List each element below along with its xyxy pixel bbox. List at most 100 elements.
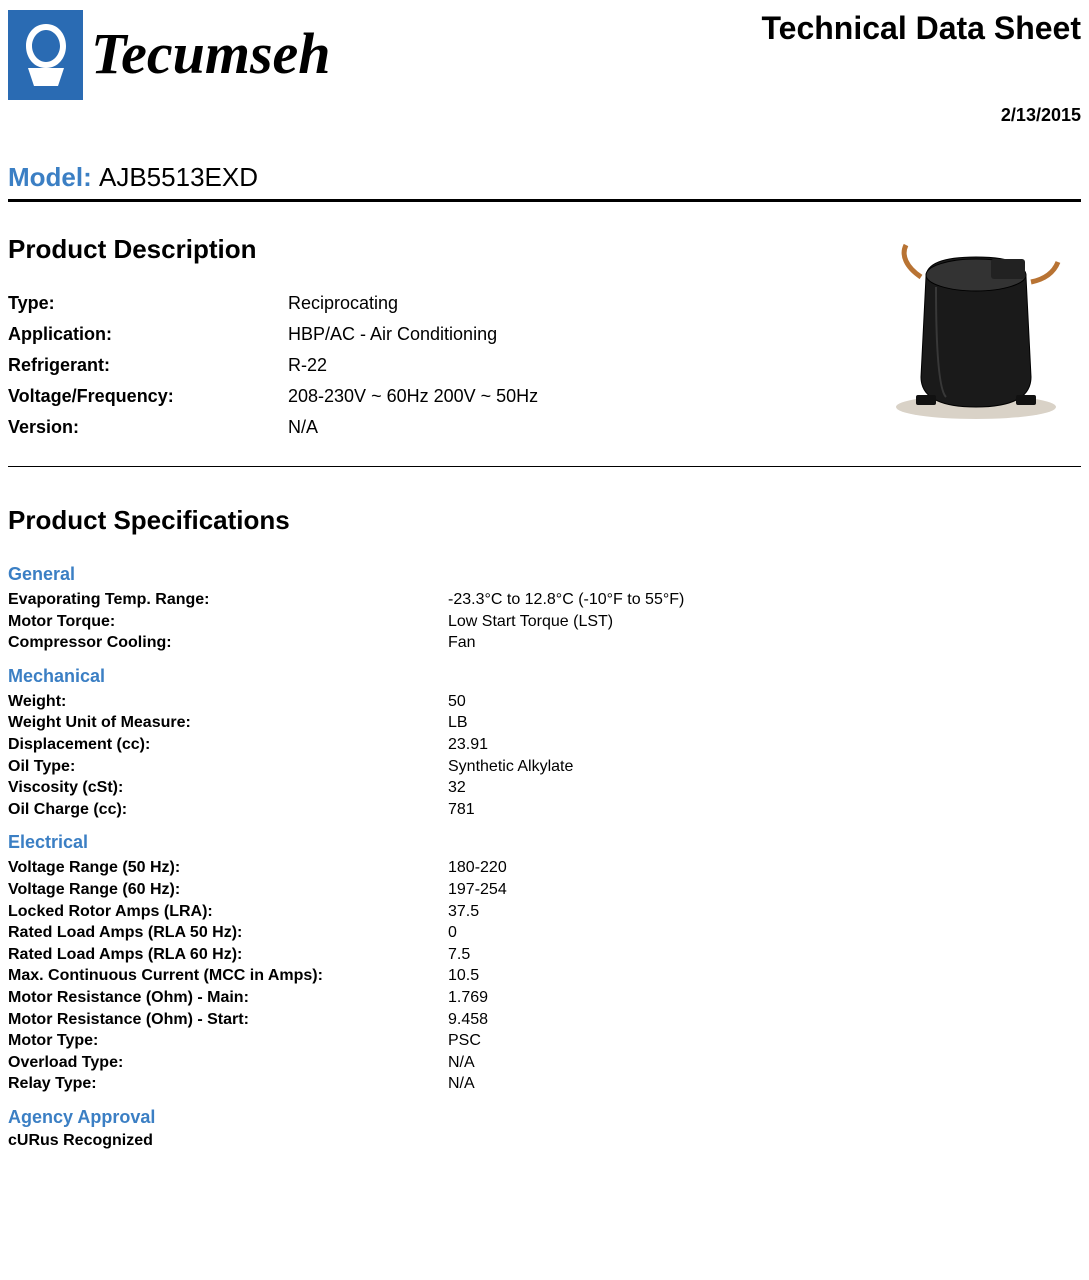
agency-approval-line: cURus Recognized <box>8 1132 1081 1150</box>
spec-row: Weight Unit of Measure:LB <box>8 712 1081 734</box>
description-label: Refrigerant: <box>8 355 288 376</box>
spec-label: Voltage Range (50 Hz): <box>8 857 448 879</box>
spec-row: Locked Rotor Amps (LRA):37.5 <box>8 901 1081 923</box>
spec-section-heading: Electrical <box>8 832 1081 853</box>
sheet-date: 2/13/2015 <box>761 105 1081 126</box>
sheet-title: Technical Data Sheet <box>761 10 1081 47</box>
spec-row: Evaporating Temp. Range:-23.3°C to 12.8°… <box>8 589 1081 611</box>
product-specifications-section: Product Specifications General Evaporatin… <box>8 505 1081 1150</box>
spec-label: Rated Load Amps (RLA 60 Hz): <box>8 944 448 966</box>
spec-row: Overload Type:N/A <box>8 1052 1081 1074</box>
spec-label: Motor Resistance (Ohm) - Main: <box>8 987 448 1009</box>
spec-label: Viscosity (cSt): <box>8 777 448 799</box>
spec-value: 197-254 <box>448 879 507 901</box>
description-row: Voltage/Frequency:208-230V ~ 60Hz 200V ~… <box>8 386 538 407</box>
description-label: Type: <box>8 293 288 314</box>
product-description-section: Product Description Type:ReciprocatingAp… <box>8 234 1081 448</box>
spec-value: 10.5 <box>448 965 479 987</box>
spec-value: Synthetic Alkylate <box>448 756 573 778</box>
product-image <box>871 234 1081 429</box>
product-description-left: Product Description Type:ReciprocatingAp… <box>8 234 538 448</box>
spec-row: Motor Resistance (Ohm) - Start:9.458 <box>8 1009 1081 1031</box>
product-specifications-heading: Product Specifications <box>8 505 1081 536</box>
description-row: Version:N/A <box>8 417 538 438</box>
spec-row: Max. Continuous Current (MCC in Amps):10… <box>8 965 1081 987</box>
header-right: Technical Data Sheet 2/13/2015 <box>761 10 1081 126</box>
spec-value: 9.458 <box>448 1009 488 1031</box>
description-value: HBP/AC - Air Conditioning <box>288 324 497 345</box>
spec-row: Voltage Range (60 Hz):197-254 <box>8 879 1081 901</box>
divider-thin <box>8 466 1081 467</box>
spec-row: Weight:50 <box>8 691 1081 713</box>
spec-row: Displacement (cc):23.91 <box>8 734 1081 756</box>
description-label: Voltage/Frequency: <box>8 386 288 407</box>
spec-value: Low Start Torque (LST) <box>448 611 613 633</box>
product-description-table: Type:ReciprocatingApplication:HBP/AC - A… <box>8 293 538 438</box>
header: Tecumseh Technical Data Sheet 2/13/2015 <box>8 10 1081 126</box>
spec-label: Weight: <box>8 691 448 713</box>
spec-row: Relay Type:N/A <box>8 1073 1081 1095</box>
spec-label: Displacement (cc): <box>8 734 448 756</box>
spec-row: Rated Load Amps (RLA 60 Hz):7.5 <box>8 944 1081 966</box>
spec-value: Fan <box>448 632 476 654</box>
spec-row: Oil Charge (cc):781 <box>8 799 1081 821</box>
spec-label: Overload Type: <box>8 1052 448 1074</box>
spec-row: Motor Type:PSC <box>8 1030 1081 1052</box>
brand-logo-icon <box>8 10 83 100</box>
spec-value: 180-220 <box>448 857 507 879</box>
product-description-heading: Product Description <box>8 234 538 265</box>
spec-row: Oil Type:Synthetic Alkylate <box>8 756 1081 778</box>
spec-row: Voltage Range (50 Hz):180-220 <box>8 857 1081 879</box>
spec-value: 0 <box>448 922 457 944</box>
description-row: Application:HBP/AC - Air Conditioning <box>8 324 538 345</box>
spec-label: Oil Type: <box>8 756 448 778</box>
spec-value: -23.3°C to 12.8°C (-10°F to 55°F) <box>448 589 684 611</box>
description-label: Application: <box>8 324 288 345</box>
spec-section-heading: General <box>8 564 1081 585</box>
spec-row: Rated Load Amps (RLA 50 Hz):0 <box>8 922 1081 944</box>
spec-row: Compressor Cooling:Fan <box>8 632 1081 654</box>
specifications-body: General Evaporating Temp. Range:-23.3°C t… <box>8 564 1081 1095</box>
description-row: Type:Reciprocating <box>8 293 538 314</box>
spec-row: Viscosity (cSt):32 <box>8 777 1081 799</box>
spec-value: PSC <box>448 1030 481 1052</box>
spec-label: Relay Type: <box>8 1073 448 1095</box>
spec-label: Motor Resistance (Ohm) - Start: <box>8 1009 448 1031</box>
description-row: Refrigerant:R-22 <box>8 355 538 376</box>
description-value: Reciprocating <box>288 293 398 314</box>
spec-label: Weight Unit of Measure: <box>8 712 448 734</box>
spec-value: 7.5 <box>448 944 470 966</box>
spec-label: Motor Torque: <box>8 611 448 633</box>
spec-value: 1.769 <box>448 987 488 1009</box>
spec-row: Motor Torque:Low Start Torque (LST) <box>8 611 1081 633</box>
spec-value: 23.91 <box>448 734 488 756</box>
spec-row: Motor Resistance (Ohm) - Main:1.769 <box>8 987 1081 1009</box>
spec-value: N/A <box>448 1052 475 1074</box>
spec-label: Evaporating Temp. Range: <box>8 589 448 611</box>
spec-label: Voltage Range (60 Hz): <box>8 879 448 901</box>
model-value: AJB5513EXD <box>99 162 258 192</box>
divider-thick <box>8 199 1081 202</box>
spec-label: Motor Type: <box>8 1030 448 1052</box>
spec-value: 32 <box>448 777 466 799</box>
spec-label: Oil Charge (cc): <box>8 799 448 821</box>
brand-name: Tecumseh <box>91 20 331 87</box>
model-label: Model: <box>8 162 92 192</box>
description-value: 208-230V ~ 60Hz 200V ~ 50Hz <box>288 386 538 407</box>
spec-value: 781 <box>448 799 475 821</box>
spec-value: LB <box>448 712 468 734</box>
spec-label: Compressor Cooling: <box>8 632 448 654</box>
spec-label: Rated Load Amps (RLA 50 Hz): <box>8 922 448 944</box>
description-label: Version: <box>8 417 288 438</box>
agency-approval-heading: Agency Approval <box>8 1107 1081 1128</box>
brand-logo-block: Tecumseh <box>8 10 331 100</box>
spec-value: 37.5 <box>448 901 479 923</box>
spec-label: Max. Continuous Current (MCC in Amps): <box>8 965 448 987</box>
spec-section-heading: Mechanical <box>8 666 1081 687</box>
spec-value: N/A <box>448 1073 475 1095</box>
spec-label: Locked Rotor Amps (LRA): <box>8 901 448 923</box>
spec-value: 50 <box>448 691 466 713</box>
model-row: Model: AJB5513EXD <box>8 162 1081 193</box>
description-value: R-22 <box>288 355 327 376</box>
description-value: N/A <box>288 417 318 438</box>
